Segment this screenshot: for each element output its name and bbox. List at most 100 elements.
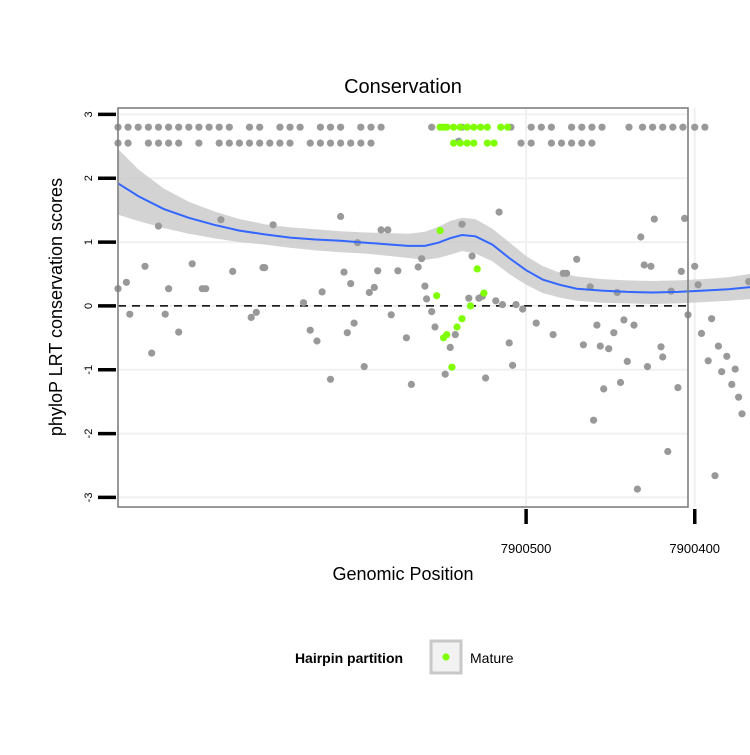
y-tick-label: -1 <box>83 365 95 375</box>
data-point <box>549 331 557 339</box>
grid-lines <box>118 108 696 507</box>
data-point <box>735 393 743 401</box>
data-point <box>701 123 709 131</box>
data-point <box>537 123 545 131</box>
data-point <box>679 123 687 131</box>
data-point <box>225 139 233 147</box>
data-point <box>578 139 586 147</box>
data-point <box>384 226 392 234</box>
data-point <box>745 278 750 286</box>
data-point <box>711 472 719 480</box>
data-point <box>458 220 466 228</box>
data-point <box>625 123 633 131</box>
y-axis: 3 2 1 0 -1 -2 -3 <box>83 111 116 502</box>
data-point <box>165 285 173 293</box>
data-point <box>708 315 716 323</box>
data-point <box>154 139 163 147</box>
data-point <box>374 267 382 275</box>
data-point <box>316 123 324 131</box>
data-point <box>276 139 284 147</box>
data-point <box>498 301 507 309</box>
data-point <box>394 267 402 275</box>
data-point <box>532 319 540 327</box>
data-point <box>657 343 665 351</box>
data-point <box>195 139 203 147</box>
mature-data-point <box>466 302 475 310</box>
data-point <box>124 123 132 131</box>
y-tick-label: 2 <box>83 175 95 181</box>
data-point <box>563 269 571 277</box>
data-point <box>568 139 576 147</box>
data-point <box>326 123 335 131</box>
data-point <box>256 123 264 131</box>
data-point <box>165 139 173 147</box>
data-point <box>337 139 345 147</box>
data-point <box>247 313 255 321</box>
data-point <box>527 139 535 147</box>
plot-panel <box>118 108 688 507</box>
data-point <box>144 123 152 131</box>
data-point <box>598 123 606 131</box>
data-point <box>175 328 183 336</box>
data-point <box>122 278 130 286</box>
data-point <box>215 123 223 131</box>
data-point <box>350 319 358 327</box>
data-point <box>738 410 746 418</box>
smooth-line-layer <box>117 182 750 294</box>
data-point <box>421 282 429 290</box>
data-point <box>647 262 655 270</box>
data-point <box>245 123 254 131</box>
y-tick-label: -2 <box>83 429 95 439</box>
data-point <box>256 139 264 147</box>
x-tick-label: 7900400 <box>669 541 720 556</box>
data-point <box>697 329 706 337</box>
data-point <box>188 260 196 268</box>
data-point <box>367 139 375 147</box>
confidence-ribbon-layer <box>118 148 750 304</box>
data-point <box>590 416 598 424</box>
data-point <box>407 380 415 388</box>
data-point <box>633 485 642 493</box>
data-point <box>347 139 355 147</box>
mature-data-point <box>433 292 441 300</box>
data-point <box>674 384 682 392</box>
mature-data-point <box>453 323 461 331</box>
data-point <box>431 323 439 331</box>
data-point <box>495 208 503 216</box>
data-point <box>664 447 672 456</box>
mature-data-point <box>477 123 485 131</box>
data-point <box>573 255 581 263</box>
data-point <box>620 316 628 324</box>
data-point <box>659 353 667 361</box>
data-point <box>714 342 723 350</box>
mature-data-point <box>456 123 464 131</box>
data-point <box>579 341 588 349</box>
legend-title: Hairpin partition <box>295 650 403 666</box>
data-point <box>508 361 517 369</box>
background-points <box>114 123 750 493</box>
mature-data-point <box>483 123 491 131</box>
data-point <box>638 123 647 131</box>
mature-data-point <box>443 331 451 339</box>
data-point <box>340 268 348 276</box>
data-point <box>718 368 726 376</box>
smooth-line <box>117 182 750 294</box>
y-tick-label: 3 <box>83 111 95 117</box>
data-point <box>124 139 132 147</box>
plot-border <box>117 107 689 508</box>
data-point <box>465 294 473 302</box>
data-point <box>134 123 142 131</box>
x-axis-label: Genomic Position <box>332 564 473 584</box>
data-point <box>649 123 657 131</box>
data-point <box>343 329 351 337</box>
data-point <box>723 352 731 360</box>
data-point <box>286 139 294 147</box>
y-axis-label: phyloP LRT conservation scores <box>46 178 66 436</box>
data-point <box>630 321 638 329</box>
data-point <box>165 123 173 131</box>
data-point <box>347 280 355 288</box>
data-point <box>659 123 667 131</box>
data-point <box>306 326 314 334</box>
mature-data-point <box>490 139 498 147</box>
data-point <box>387 311 395 319</box>
